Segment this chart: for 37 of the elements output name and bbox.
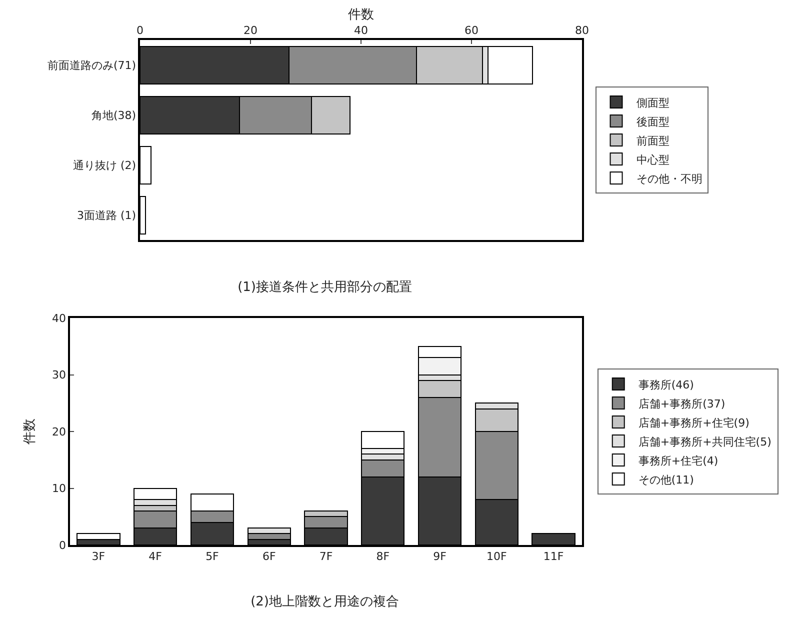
legend-label: 事務所(46) [638, 378, 694, 392]
x-axis-title: 件数 [348, 7, 374, 22]
y-tick-label: 0 [59, 538, 66, 552]
y-tick-label: 角地(38) [91, 108, 136, 122]
y-axis-title: 件数 [22, 418, 38, 444]
y-tick-label: 3面道路 (1) [76, 208, 136, 222]
legend-label: 店舗+事務所(37) [638, 397, 726, 410]
y-tick-label: 前面道路のみ(71) [47, 58, 136, 72]
x-tick-label: 40 [354, 24, 368, 37]
x-tick-label: 5F [206, 550, 219, 563]
y-tick-label: 20 [52, 425, 66, 438]
y-tick-label: 30 [52, 368, 66, 382]
y-tick-label: 通り抜け (2) [72, 158, 136, 172]
x-tick-label: 10F [486, 550, 507, 563]
legend-label: 後面型 [636, 115, 670, 128]
text: (1)接道条件と共用部分の配置 [238, 280, 412, 295]
legend-label: 中心型 [636, 153, 670, 166]
x-tick-label: 4F [148, 550, 162, 563]
y-tick-label: 40 [52, 312, 66, 325]
x-tick-label: 20 [244, 24, 258, 37]
text: (2)地上階数と用途の複合 [250, 594, 400, 610]
x-tick-label: 3F [92, 550, 106, 563]
legend-label: その他(11) [638, 473, 694, 486]
legend-label: 前面型 [636, 134, 670, 148]
x-tick-label: 11F [543, 550, 564, 563]
legend-label: 側面型 [636, 96, 670, 110]
legend-label: 事務所+住宅(4) [638, 454, 718, 468]
legend-label: 店舗+事務所+共同住宅(5) [638, 435, 772, 448]
x-tick-label: 9F [433, 550, 446, 563]
x-tick-label: 60 [464, 24, 478, 37]
x-tick-label: 6F [262, 550, 276, 563]
legend-label: 店舗+事務所+住宅(9) [638, 416, 750, 430]
x-tick-label: 8F [376, 550, 390, 563]
y-tick-label: 10 [52, 482, 66, 496]
x-tick-label: 7F [319, 550, 333, 563]
x-tick-label: 80 [575, 24, 589, 37]
legend-label: その他・不明 [636, 172, 702, 186]
